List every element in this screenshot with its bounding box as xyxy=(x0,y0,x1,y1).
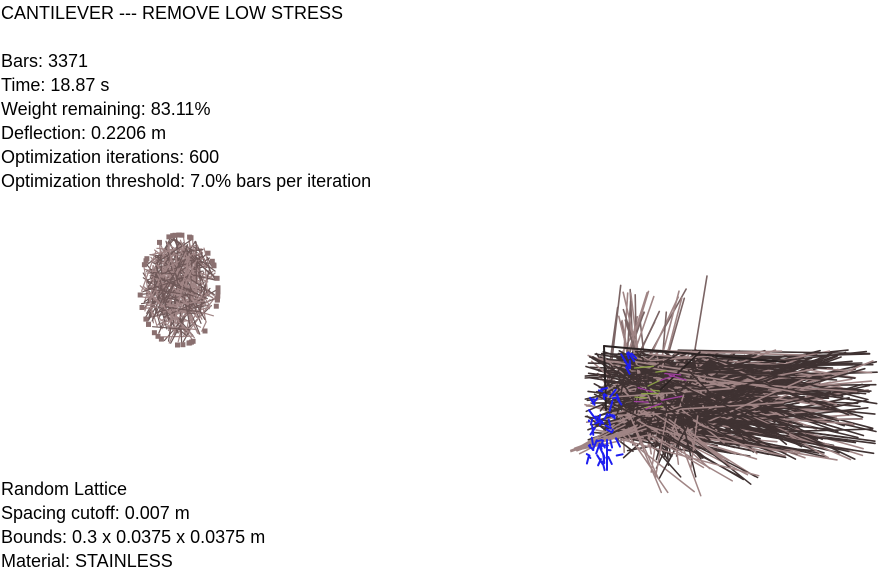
spacing-cutoff: Spacing cutoff: 0.007 m xyxy=(1,503,190,523)
stat-optimization-threshold: Optimization threshold: 7.0% bars per it… xyxy=(1,171,372,191)
page-title: CANTILEVER --- REMOVE LOW STRESS xyxy=(1,3,344,23)
stat-deflection: Deflection: 0.2206 m xyxy=(1,123,167,143)
material: Material: STAINLESS xyxy=(1,551,173,571)
small-lattice-render xyxy=(137,232,221,348)
bounds: Bounds: 0.3 x 0.0375 x 0.0375 m xyxy=(1,527,266,547)
stat-bars: Bars: 3371 xyxy=(1,51,89,71)
stat-weight-remaining: Weight remaining: 83.11% xyxy=(1,99,211,119)
stat-time: Time: 18.87 s xyxy=(1,75,110,95)
stat-optimization-iterations: Optimization iterations: 600 xyxy=(1,147,220,167)
cantilever-structure-render xyxy=(569,275,878,497)
lattice-type: Random Lattice xyxy=(1,479,128,499)
